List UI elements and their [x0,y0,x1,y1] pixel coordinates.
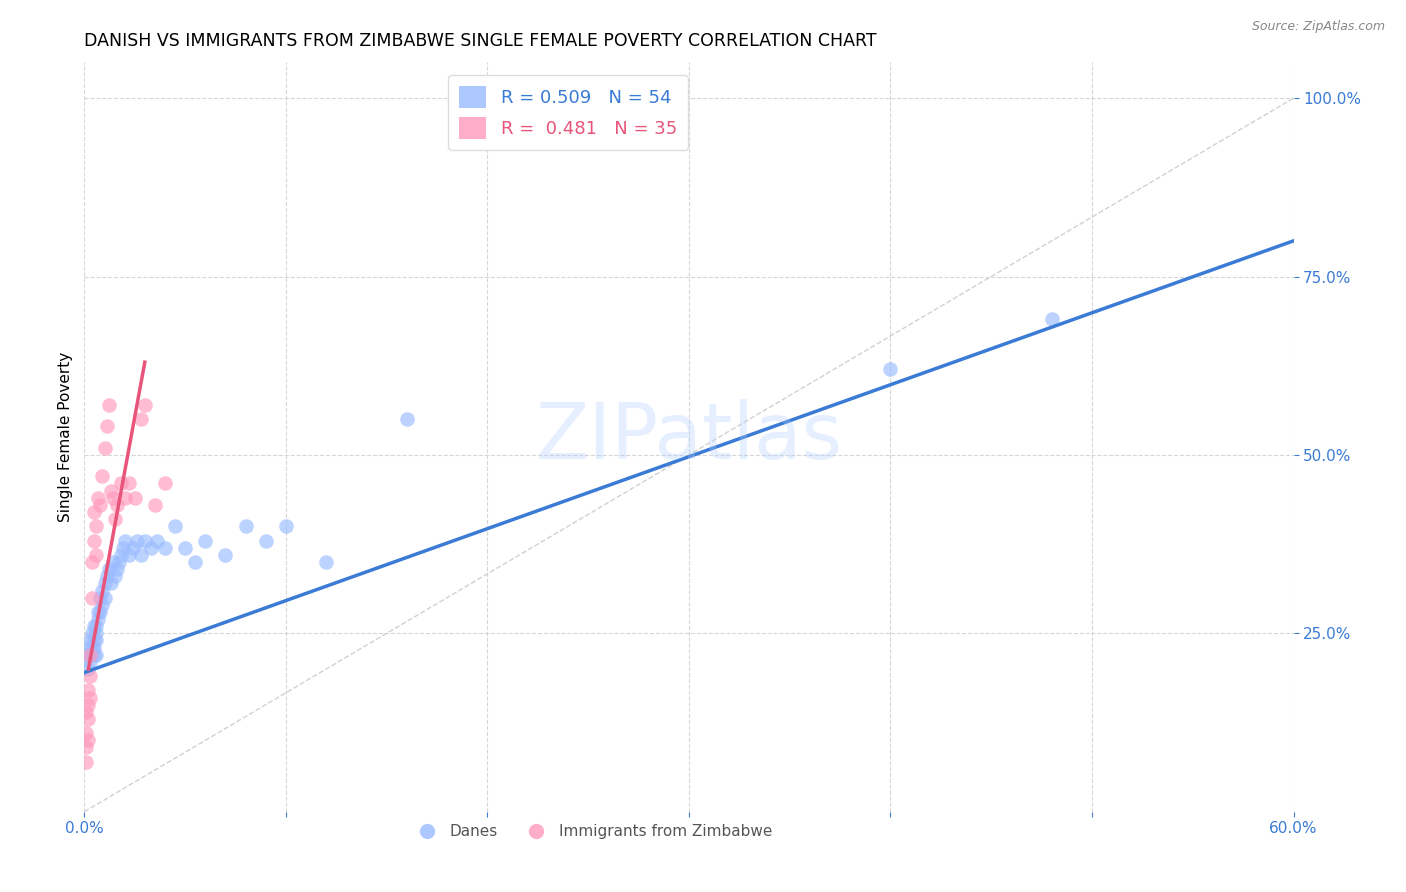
Point [139,541,162,555]
Point [129,548,152,562]
Point [110,548,132,562]
Point [235,519,257,533]
Point [83,648,105,662]
Point [101,491,124,505]
Point [93,576,115,591]
Point [105,562,128,576]
Text: ZIPatlas: ZIPatlas [536,399,842,475]
Point [75,648,97,662]
Point [107,555,129,569]
Point [93,591,115,605]
Point [395,412,418,426]
Point [83,505,105,519]
Point [121,541,143,555]
Point [83,640,105,655]
Point [79,633,101,648]
Point [134,398,156,412]
Point [125,533,148,548]
Point [89,591,111,605]
Point [110,476,132,491]
Point [146,533,169,548]
Point [118,548,141,562]
Point [114,533,136,548]
Point [82,640,104,655]
Point [100,483,122,498]
Point [134,533,156,548]
Point [165,519,187,533]
Point [87,612,110,626]
Point [153,541,176,555]
Point [111,541,134,555]
Point [194,533,217,548]
Point [96,419,118,434]
Y-axis label: Single Female Poverty: Single Female Poverty [58,352,73,522]
Point [79,648,101,662]
Point [114,491,136,505]
Point [104,512,127,526]
Point [93,441,115,455]
Point [89,605,111,619]
Point [100,576,122,591]
Point [153,476,176,491]
Point [87,491,110,505]
Point [89,498,111,512]
Point [77,683,100,698]
Point [1040,312,1063,326]
Point [83,533,105,548]
Point [315,555,337,569]
Point [129,412,152,426]
Point [79,648,101,662]
Point [96,569,118,583]
Point [104,569,127,583]
Point [105,498,128,512]
Point [87,605,110,619]
Legend: Danes, Immigrants from Zimbabwe: Danes, Immigrants from Zimbabwe [405,818,779,846]
Point [75,726,97,740]
Point [101,555,124,569]
Point [82,626,104,640]
Point [86,548,108,562]
Point [91,469,114,483]
Point [82,555,104,569]
Point [83,619,105,633]
Point [82,591,104,605]
Point [77,640,100,655]
Point [77,712,100,726]
Point [79,669,101,683]
Point [91,598,114,612]
Point [86,619,108,633]
Point [75,755,97,769]
Point [77,698,100,712]
Point [254,533,277,548]
Point [77,733,100,747]
Point [118,476,141,491]
Point [86,648,108,662]
Point [75,705,97,719]
Point [184,555,207,569]
Point [86,519,108,533]
Text: Source: ZipAtlas.com: Source: ZipAtlas.com [1251,20,1385,33]
Point [79,655,101,669]
Point [879,362,901,376]
Text: DANISH VS IMMIGRANTS FROM ZIMBABWE SINGLE FEMALE POVERTY CORRELATION CHART: DANISH VS IMMIGRANTS FROM ZIMBABWE SINGL… [84,32,877,50]
Point [143,498,166,512]
Point [83,633,105,648]
Point [174,541,197,555]
Point [124,491,146,505]
Point [75,740,97,755]
Point [86,626,108,640]
Point [97,562,120,576]
Point [97,398,120,412]
Point [77,662,100,676]
Point [274,519,297,533]
Point [214,548,236,562]
Point [91,583,114,598]
Point [79,690,101,705]
Point [86,633,108,648]
